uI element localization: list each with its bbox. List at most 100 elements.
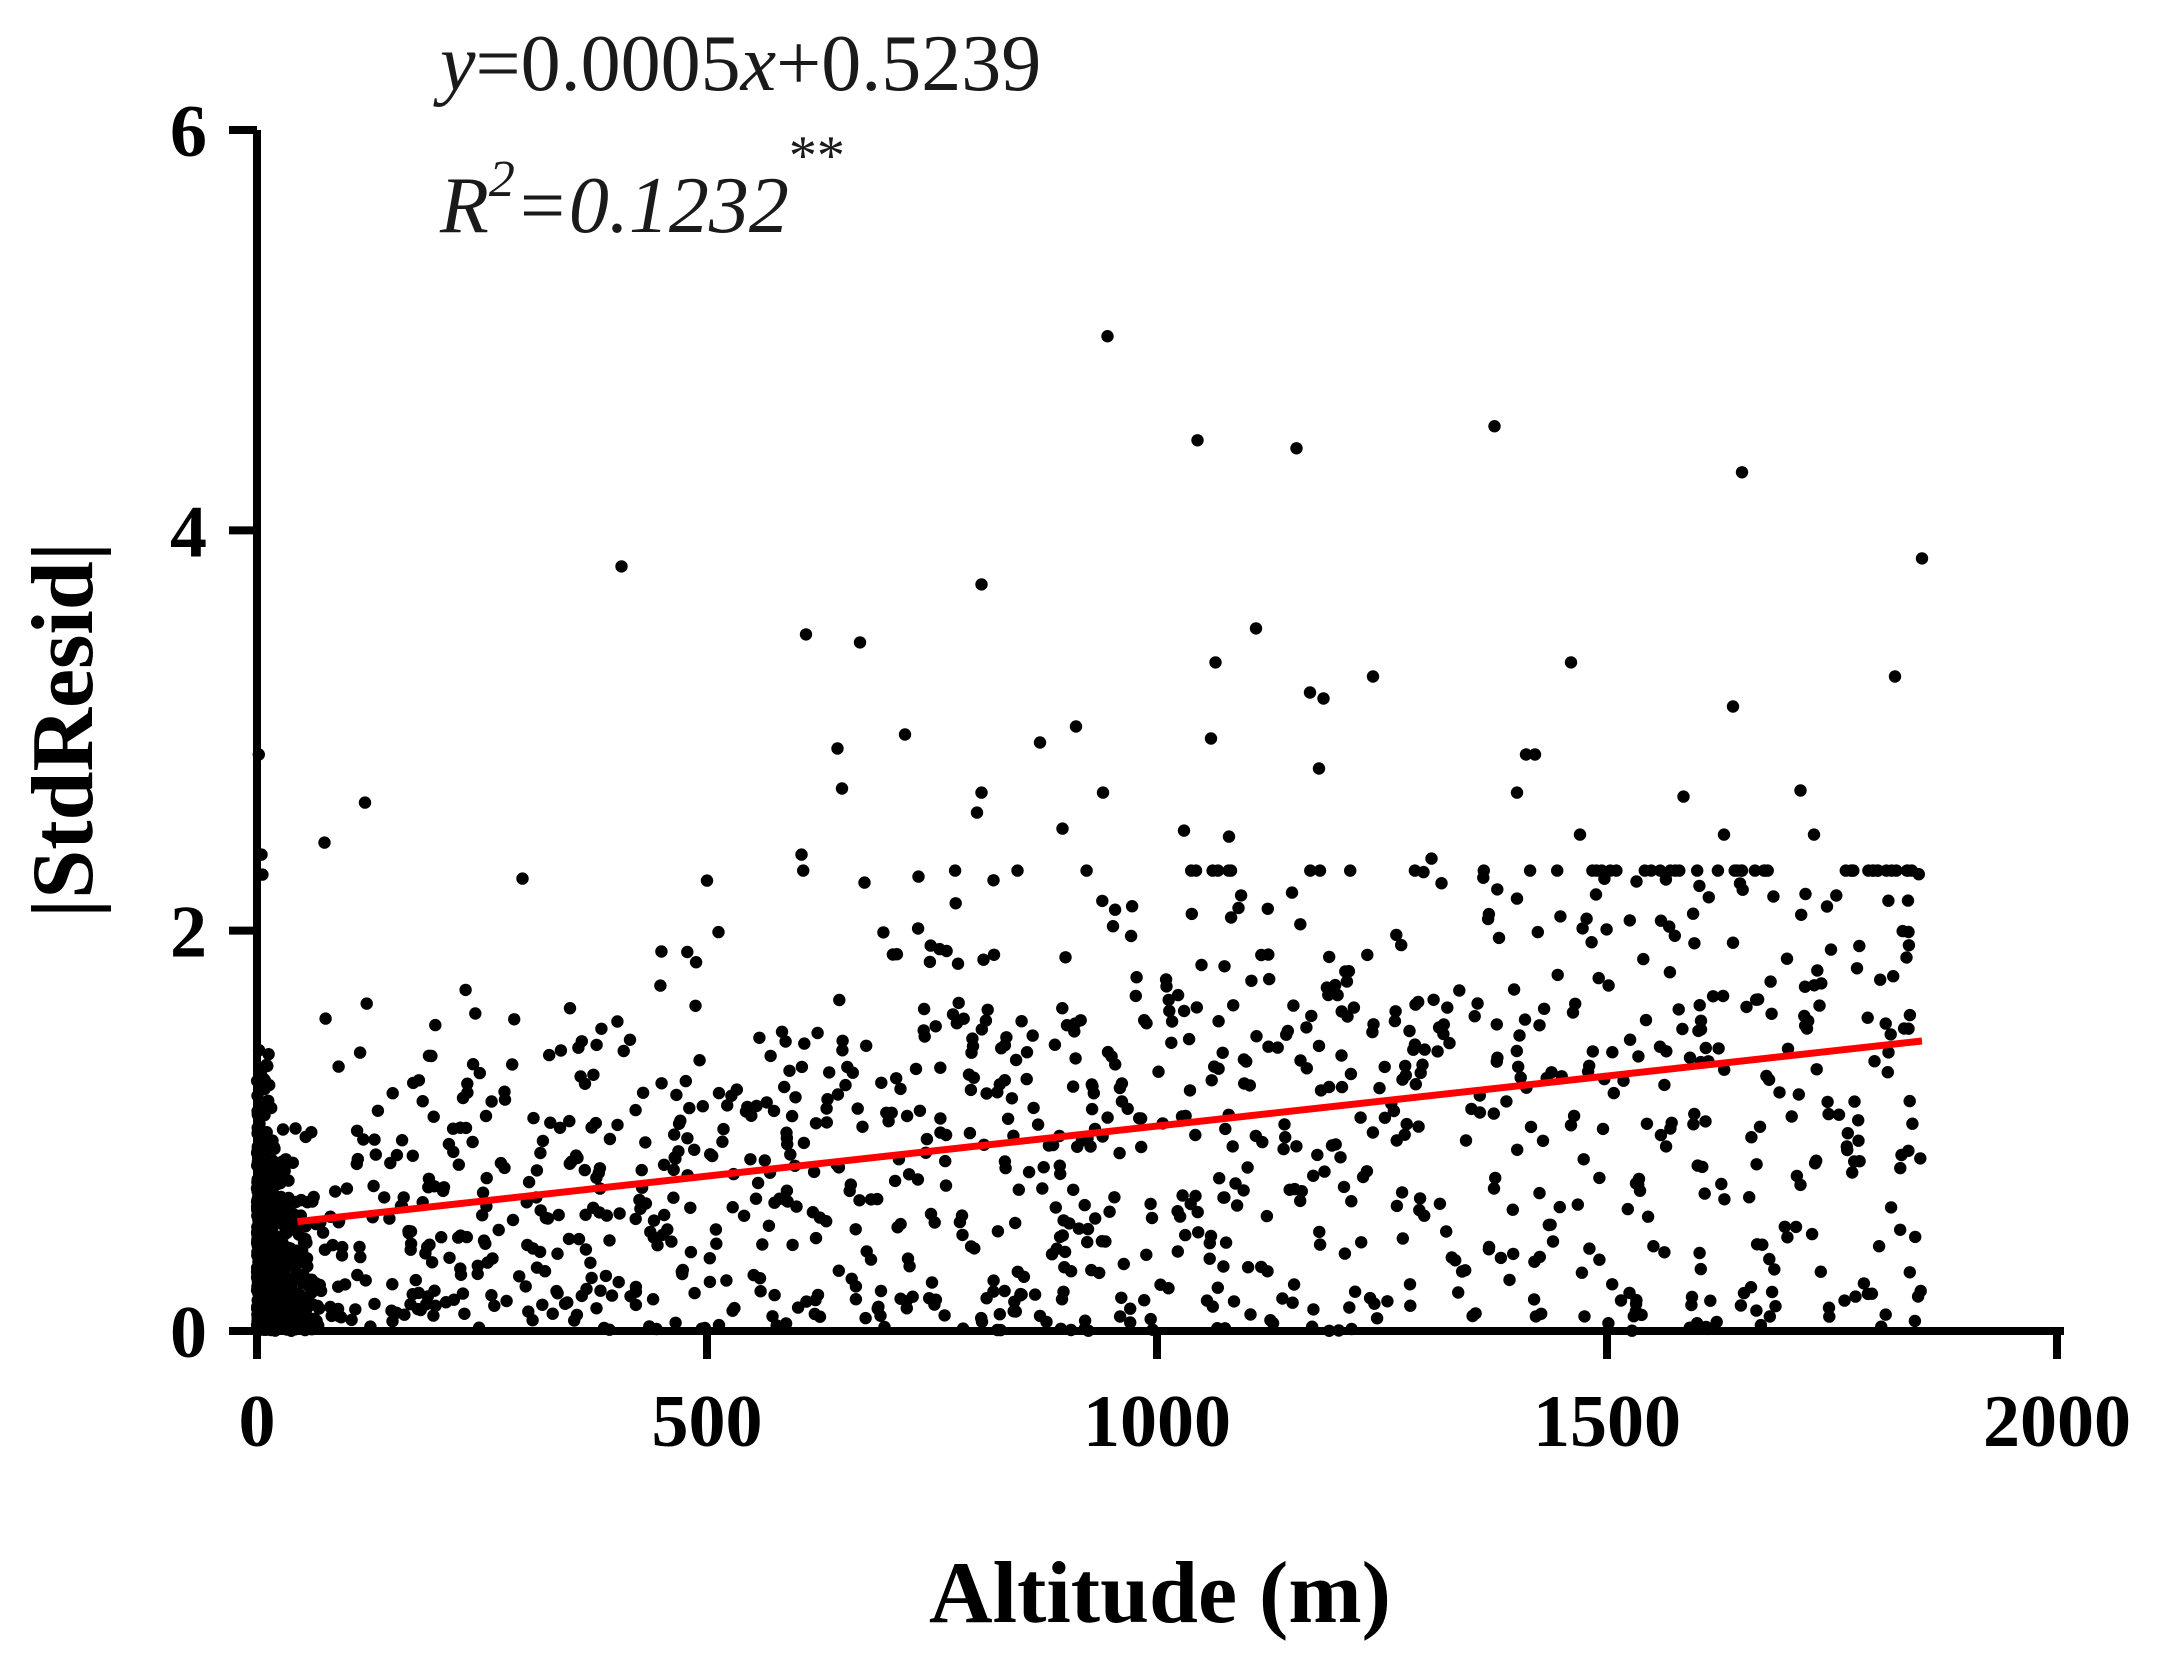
data-point	[1404, 1299, 1417, 1312]
data-point	[1592, 971, 1605, 985]
data-point	[744, 1153, 757, 1166]
data-point	[730, 1083, 743, 1096]
data-point	[1865, 1287, 1879, 1300]
data-point	[993, 1308, 1006, 1321]
data-point	[305, 1126, 318, 1139]
data-point	[1305, 1009, 1318, 1023]
data-point	[1482, 907, 1496, 921]
svg-text:y=0.0005x+0.5239: y=0.0005x+0.5239	[433, 20, 1041, 108]
data-point	[612, 1275, 625, 1289]
data-point	[519, 1280, 532, 1293]
data-point	[747, 1268, 760, 1282]
data-point	[1059, 951, 1072, 964]
data-point	[395, 1134, 409, 1147]
data-point	[1868, 1055, 1881, 1068]
data-point	[1237, 1184, 1250, 1197]
data-point	[1805, 1227, 1819, 1241]
data-point	[319, 1012, 332, 1025]
data-point	[745, 1109, 758, 1123]
data-point	[1795, 908, 1808, 921]
data-point	[681, 945, 694, 959]
data-point	[970, 806, 984, 819]
data-point	[1507, 983, 1521, 996]
data-point	[1009, 1216, 1022, 1230]
data-point	[1007, 1305, 1020, 1318]
data-point	[681, 1132, 694, 1145]
data-point	[479, 1109, 493, 1123]
data-point	[726, 1304, 739, 1318]
data-point	[1524, 1120, 1538, 1134]
data-point	[421, 1290, 434, 1303]
data-point	[667, 1163, 680, 1177]
data-point	[1578, 1310, 1591, 1323]
data-point	[1400, 1117, 1413, 1131]
data-point	[1653, 1040, 1667, 1053]
data-point	[1313, 1238, 1327, 1251]
data-point	[1763, 1310, 1777, 1323]
data-point	[749, 1192, 763, 1205]
data-point	[721, 1099, 734, 1112]
data-point	[1821, 1095, 1834, 1109]
data-point	[461, 1086, 474, 1099]
data-point	[1026, 1029, 1039, 1042]
data-point	[1503, 1273, 1516, 1287]
data-point	[1694, 1262, 1708, 1276]
data-point	[1879, 1308, 1892, 1321]
data-point	[1852, 1134, 1865, 1147]
data-point	[1846, 1166, 1859, 1179]
data-point	[1453, 984, 1466, 997]
data-point	[611, 1118, 624, 1132]
data-point	[263, 1276, 276, 1290]
data-point	[1227, 1295, 1241, 1308]
data-point	[1209, 656, 1222, 669]
data-point	[1765, 1007, 1778, 1020]
data-point	[1614, 1294, 1628, 1307]
data-point	[1331, 988, 1344, 1002]
data-point	[563, 1157, 576, 1171]
data-point	[1224, 911, 1238, 924]
data-point	[928, 1298, 941, 1311]
data-point	[527, 1111, 540, 1125]
data-point	[316, 1226, 330, 1239]
data-point	[1113, 1310, 1127, 1323]
data-point	[406, 1149, 419, 1163]
data-point	[775, 1025, 789, 1039]
data-point	[1595, 864, 1608, 877]
data-point	[1699, 1115, 1712, 1128]
data-point	[1693, 1246, 1706, 1260]
data-point	[1487, 1182, 1501, 1195]
data-point	[1124, 1302, 1137, 1315]
data-point	[1567, 1109, 1581, 1123]
data-point	[1279, 1131, 1292, 1144]
data-point	[351, 1152, 364, 1166]
data-point	[1138, 1014, 1151, 1027]
y-tick-label: 6	[170, 91, 207, 173]
data-point	[378, 1191, 391, 1204]
data-point	[485, 1095, 498, 1108]
data-point	[975, 1315, 989, 1329]
data-point	[1840, 1140, 1854, 1153]
data-point	[1623, 1033, 1637, 1046]
data-point	[1593, 1171, 1606, 1185]
data-point	[1337, 1180, 1351, 1194]
data-point	[1768, 1263, 1781, 1276]
data-point	[1020, 1072, 1033, 1086]
data-point	[913, 1104, 927, 1118]
data-point	[1452, 1286, 1465, 1299]
data-point	[1449, 1254, 1462, 1267]
data-point	[265, 1227, 278, 1240]
data-point	[1338, 1247, 1352, 1260]
data-point	[1171, 1245, 1185, 1258]
data-point	[1726, 936, 1740, 949]
data-point	[1342, 965, 1356, 978]
data-point	[1895, 1148, 1908, 1162]
data-point	[1529, 1310, 1543, 1323]
data-point	[1101, 330, 1114, 343]
data-point	[1414, 1066, 1427, 1080]
data-point	[750, 1099, 763, 1113]
data-point	[700, 874, 714, 887]
data-point	[1249, 1129, 1263, 1143]
data-point	[282, 1241, 295, 1255]
data-point	[1060, 1018, 1074, 1032]
data-point	[1687, 1118, 1700, 1131]
